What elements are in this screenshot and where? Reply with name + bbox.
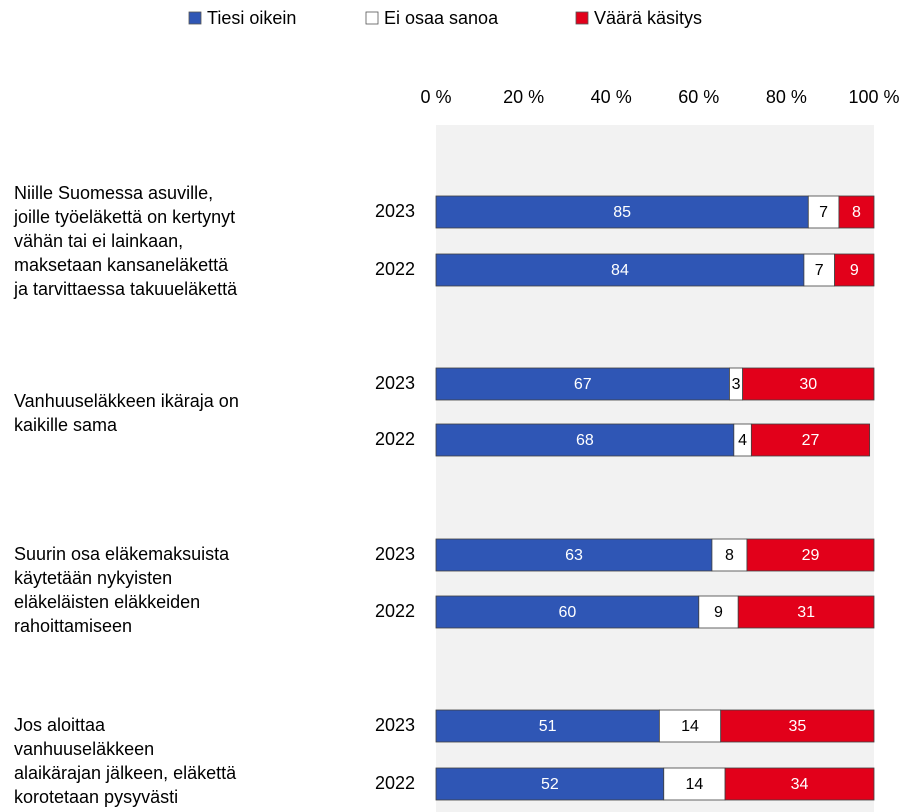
data-label: 7 xyxy=(819,204,828,221)
bar-segment xyxy=(435,595,700,629)
data-label: 52 xyxy=(541,776,559,793)
group-label: Vanhuuseläkkeen ikäraja on xyxy=(14,391,239,411)
data-label: 67 xyxy=(574,376,592,393)
bar-segment xyxy=(720,709,875,743)
data-label: 9 xyxy=(850,262,859,279)
data-label: 84 xyxy=(611,262,629,279)
data-label: 4 xyxy=(738,432,747,449)
bar-segment xyxy=(724,767,875,801)
category-label: 2022 xyxy=(375,601,415,621)
bar-segment xyxy=(750,423,871,457)
group-label: kaikille sama xyxy=(14,415,118,435)
x-tick-label: 80 % xyxy=(766,87,807,107)
bar-segment xyxy=(807,195,840,229)
x-tick-label: 40 % xyxy=(591,87,632,107)
x-tick-label: 20 % xyxy=(503,87,544,107)
data-label: 14 xyxy=(681,718,699,735)
group-label: alaikärajan jälkeen, eläkettä xyxy=(14,763,237,783)
bar-segment xyxy=(742,367,875,401)
bar-segment xyxy=(435,195,809,229)
data-label: 7 xyxy=(815,262,824,279)
group-label: ja tarvittaessa takuueläkettä xyxy=(13,279,238,299)
data-label: 14 xyxy=(686,776,704,793)
category-label: 2022 xyxy=(375,429,415,449)
data-label: 31 xyxy=(797,604,815,621)
group-label: vanhuuseläkkeen xyxy=(14,739,154,759)
bar-segment xyxy=(658,709,722,743)
data-label: 27 xyxy=(802,432,820,449)
group-label: eläkeläisten eläkkeiden xyxy=(14,592,200,612)
category-label: 2023 xyxy=(375,715,415,735)
category-label: 2023 xyxy=(375,544,415,564)
data-label: 68 xyxy=(576,432,594,449)
data-label: 8 xyxy=(725,547,734,564)
group-label: käytetään nykyisten xyxy=(14,568,172,588)
legend-label: Ei osaa sanoa xyxy=(384,8,499,28)
data-label: 3 xyxy=(732,376,741,393)
data-label: 34 xyxy=(791,776,809,793)
legend-label: Tiesi oikein xyxy=(207,8,296,28)
data-label: 51 xyxy=(539,718,557,735)
data-label: 63 xyxy=(565,547,583,564)
bar-segment xyxy=(838,195,875,229)
bar-segment xyxy=(435,709,660,743)
bar-segment xyxy=(663,767,726,801)
bar-segment xyxy=(746,538,875,572)
legend-label: Väärä käsitys xyxy=(594,8,702,28)
bar-segment xyxy=(834,253,875,287)
bar-segment xyxy=(435,423,735,457)
group-label: korotetaan pysyvästi xyxy=(14,787,178,807)
bar-segment xyxy=(698,595,739,629)
bar-segment xyxy=(803,253,835,287)
data-label: 8 xyxy=(852,204,861,221)
x-tick-label: 100 % xyxy=(848,87,899,107)
bar-segment xyxy=(435,367,730,401)
x-tick-label: 0 % xyxy=(420,87,451,107)
data-label: 35 xyxy=(788,718,806,735)
data-label: 85 xyxy=(613,204,631,221)
group-label: joille työeläkettä on kertynyt xyxy=(13,207,235,227)
group-label: Suurin osa eläkemaksuista xyxy=(14,544,230,564)
data-label: 9 xyxy=(714,604,723,621)
category-label: 2022 xyxy=(375,773,415,793)
group-label: Jos aloittaa xyxy=(14,715,106,735)
group-label: Niille Suomessa asuville, xyxy=(14,183,213,203)
group-label: rahoittamiseen xyxy=(14,616,132,636)
bar-segment xyxy=(435,538,713,572)
legend-swatch xyxy=(188,11,202,25)
group-label: vähän tai ei lainkaan, xyxy=(14,231,183,251)
data-label: 60 xyxy=(559,604,577,621)
category-label: 2022 xyxy=(375,259,415,279)
legend-swatch xyxy=(575,11,589,25)
plot-background xyxy=(436,125,874,812)
legend-swatch xyxy=(365,11,379,25)
x-tick-label: 60 % xyxy=(678,87,719,107)
category-label: 2023 xyxy=(375,373,415,393)
data-label: 29 xyxy=(802,547,820,564)
bar-segment xyxy=(435,253,805,287)
category-label: 2023 xyxy=(375,201,415,221)
bar-segment xyxy=(737,595,875,629)
data-label: 30 xyxy=(799,376,817,393)
group-label: maksetaan kansaneläkettä xyxy=(14,255,229,275)
